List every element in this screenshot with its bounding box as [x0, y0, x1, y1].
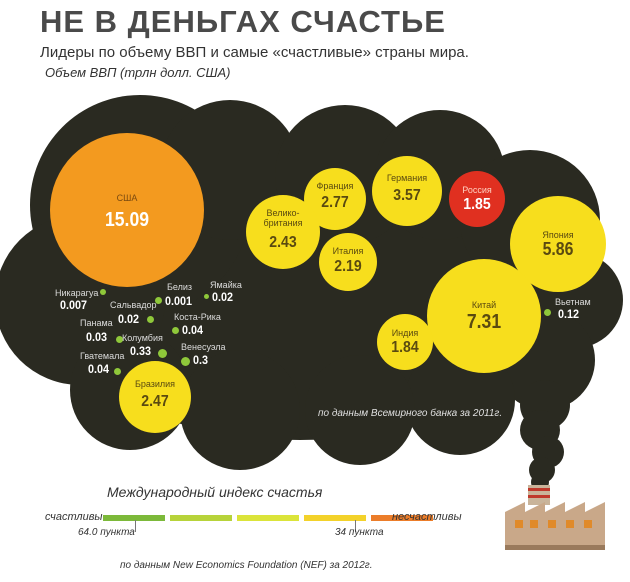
gdp-bubble	[510, 196, 606, 292]
gdp-bubbles	[50, 133, 606, 433]
country-name: Венесуэла	[181, 342, 226, 352]
bubble-country-name: США	[116, 193, 138, 203]
country-name: Вьетнам	[555, 297, 591, 307]
bubble-country-name: Бразилия	[134, 379, 176, 389]
country-gdp: 0.007	[60, 298, 88, 312]
unhappy-label: несчастливы	[392, 511, 462, 523]
gdp-bubble	[372, 156, 442, 226]
subtitle: Лидеры по объему ВВП и самые «счастливые…	[40, 44, 469, 61]
country-name: Гватемала	[80, 351, 125, 361]
happy-marker-line	[135, 520, 136, 532]
unhappy-marker-label: 34 пункта	[335, 527, 384, 538]
scale-segment	[103, 515, 165, 521]
country-gdp: 0.04	[88, 362, 110, 376]
country-gdp: 0.12	[558, 307, 580, 321]
infographic-title: НЕ В ДЕНЬГАХ СЧАСТЬЕ	[40, 4, 446, 39]
country-dot	[204, 294, 209, 299]
gdp-bubble	[319, 233, 377, 291]
bubble-gdp-value: 2.19	[334, 258, 362, 275]
scale-segment	[371, 515, 433, 521]
bubble-country-name: Китай	[471, 300, 497, 310]
country-gdp: 0.02	[212, 290, 234, 304]
gdp-source-note: по данным Всемирного банка за 2011г.	[318, 408, 503, 419]
bubble-gdp-value: 1.85	[463, 196, 491, 213]
happy-marker-label: 64.0 пункта	[78, 527, 135, 538]
scale-segment	[237, 515, 299, 521]
bubble-gdp-value: 1.84	[391, 339, 419, 356]
scale-segment	[304, 515, 366, 521]
country-name: Колумбия	[122, 333, 163, 343]
bubble-country-name: Италия	[332, 246, 364, 256]
bubble-country-name: Индия	[391, 328, 419, 338]
happiness-index-title: Международный индекс счастья	[107, 484, 323, 500]
bubble-country-name: Япония	[542, 230, 574, 240]
factory	[505, 485, 605, 550]
gdp-bubble	[119, 361, 191, 433]
bubble-gdp-value: 2.77	[321, 194, 349, 211]
bubble-gdp-value: 5.86	[542, 239, 574, 259]
bubble-gdp-value: 15.09	[104, 209, 150, 231]
country-dot	[544, 309, 551, 316]
country-gdp: 0.33	[130, 344, 152, 358]
country-name: Никарагуа	[55, 288, 99, 298]
happy-label: счастливы	[45, 511, 103, 523]
country-gdp: 0.03	[86, 330, 108, 344]
country-dot	[181, 357, 190, 366]
unhappy-marker-line	[355, 520, 356, 532]
gdp-bubble	[427, 259, 541, 373]
country-gdp: 0.02	[118, 312, 140, 326]
gdp-bubble	[449, 171, 505, 227]
bubble-country-name: Германия	[386, 173, 428, 183]
bubble-gdp-value: 2.47	[141, 393, 169, 410]
bubble-country-name: Велико-британия	[263, 208, 303, 228]
country-name: Коста-Рика	[174, 312, 221, 322]
bubble-gdp-value: 7.31	[466, 311, 502, 333]
index-source-note: по данным New Economics Foundation (NEF)…	[120, 560, 373, 571]
units-label: Объем ВВП (трлн долл. США)	[45, 65, 231, 80]
country-dot	[158, 349, 167, 358]
country-dot	[116, 336, 123, 343]
country-gdp: 0.001	[165, 294, 193, 308]
country-name: Панама	[80, 318, 113, 328]
gdp-bubble	[304, 168, 366, 230]
bubble-gdp-value: 2.43	[269, 234, 297, 251]
gdp-bubble	[50, 133, 204, 287]
country-gdp: 0.04	[182, 323, 204, 337]
country-dot	[114, 368, 121, 375]
country-dot	[100, 289, 106, 295]
bubble-country-name: Россия	[462, 185, 492, 195]
country-name: Белиз	[167, 282, 193, 292]
bubble-country-name: Франция	[316, 181, 354, 191]
country-dot	[147, 316, 154, 323]
gdp-bubble	[246, 195, 320, 269]
country-dot	[172, 327, 179, 334]
country-dot	[155, 297, 162, 304]
bubble-gdp-value: 3.57	[393, 187, 421, 204]
gdp-bubble	[377, 314, 433, 370]
country-gdp: 0.3	[193, 353, 209, 367]
country-name: Ямайка	[210, 280, 242, 290]
country-name: Сальвадор	[110, 300, 157, 310]
scale-segment	[170, 515, 232, 521]
